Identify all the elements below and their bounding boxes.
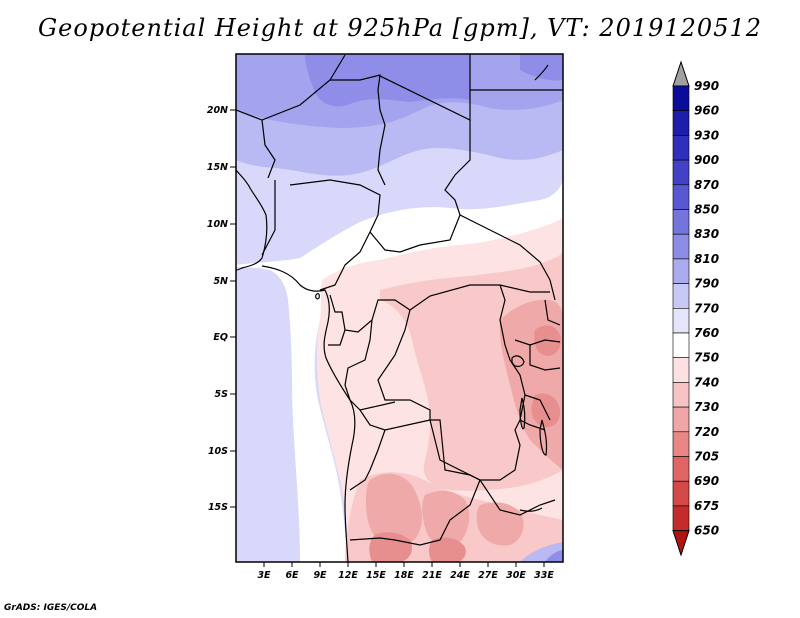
colorbar-label: 720 (694, 425, 719, 439)
colorbar-segment (672, 85, 690, 112)
colorbar-segment (672, 258, 690, 284)
grads-credit: GrADS: IGES/COLA (4, 603, 98, 613)
lat-tick-label: 20N (207, 105, 228, 116)
lon-tick-label: 6E (285, 570, 299, 581)
lon-tick-label: 9E (313, 570, 327, 581)
field-band-730-sw1 (366, 473, 423, 547)
colorbar-segment (672, 431, 690, 457)
field-band-730-sw2 (422, 490, 470, 547)
lat-tick-label: 5N (213, 276, 228, 287)
lat-axis: 20N 15N 10N 5N EQ 5S 10S 15S (207, 105, 236, 513)
country-borders (236, 54, 563, 562)
colorbar-label: 850 (694, 203, 719, 217)
colorbar-label: 810 (694, 252, 719, 266)
colorbar-label: 760 (694, 326, 719, 340)
colorbar-label: 790 (694, 277, 719, 291)
lat-tick-label: EQ (213, 332, 228, 343)
lat-tick-label: 10S (208, 446, 228, 457)
colorbar-label: 705 (694, 450, 719, 464)
lon-axis: 3E 6E 9E 12E 15E 18E 21E 24E 27E 30E 33E (257, 562, 554, 581)
field-band-830-se (545, 550, 563, 562)
colorbar-segment (672, 480, 690, 507)
colorbar: 990 960 930 900 870 850 830 810 790 770 … (672, 60, 719, 557)
colorbar-top-arrow (672, 60, 690, 87)
colorbar-label: 990 (694, 79, 719, 93)
colorbar-segment (672, 233, 690, 260)
lon-tick-label: 3E (257, 570, 271, 581)
colorbar-segment (672, 110, 690, 136)
field-band-720-s1 (369, 532, 412, 562)
lon-tick-label: 30E (506, 570, 526, 581)
colorbar-label: 690 (694, 474, 719, 488)
lat-tick-label: 15S (208, 502, 228, 513)
colorbar-segment (672, 456, 690, 482)
lon-tick-label: 24E (450, 570, 470, 581)
colorbar-label: 870 (694, 178, 719, 192)
colorbar-label: 770 (694, 301, 719, 315)
colorbar-label: 740 (694, 375, 719, 389)
lat-tick-label: 10N (207, 219, 228, 230)
colorbar-segment (672, 357, 690, 383)
colorbar-label: 675 (694, 499, 719, 513)
colorbar-label: 730 (694, 400, 719, 414)
colorbar-segment (672, 382, 690, 408)
colorbar-label: 960 (694, 104, 719, 118)
lat-tick-label: 15N (207, 162, 228, 173)
lon-tick-label: 18E (394, 570, 414, 581)
lon-tick-label: 15E (366, 570, 386, 581)
colorbar-segment (672, 159, 690, 186)
field-band-760 (236, 180, 563, 562)
colorbar-segment (672, 505, 690, 531)
colorbar-segment (672, 283, 690, 309)
colorbar-segment (672, 184, 690, 210)
height-field (236, 54, 563, 562)
colorbar-segment (672, 135, 690, 161)
colorbar-segment (672, 209, 690, 235)
field-band-720-e2 (531, 393, 561, 428)
colorbar-label: 830 (694, 227, 719, 241)
lon-tick-label: 27E (478, 570, 498, 581)
colorbar-bottom-arrow (672, 530, 690, 557)
lat-tick-label: 5S (215, 389, 229, 400)
field-band-830-ne (520, 54, 563, 81)
map-title: Geopotential Height at 925hPa [gpm], VT:… (38, 14, 762, 42)
field-band-720-s2 (429, 537, 466, 562)
colorbar-segment (672, 406, 690, 433)
colorbar-label: 750 (694, 351, 719, 365)
colorbar-label: 930 (694, 128, 719, 142)
map-frame (235, 53, 564, 563)
lon-tick-label: 33E (534, 570, 554, 581)
lon-tick-label: 21E (422, 570, 442, 581)
colorbar-segment (672, 332, 690, 359)
colorbar-label: 900 (694, 153, 719, 167)
lon-tick-label: 12E (338, 570, 358, 581)
colorbar-label: 650 (694, 524, 719, 538)
colorbar-segment (672, 307, 690, 334)
